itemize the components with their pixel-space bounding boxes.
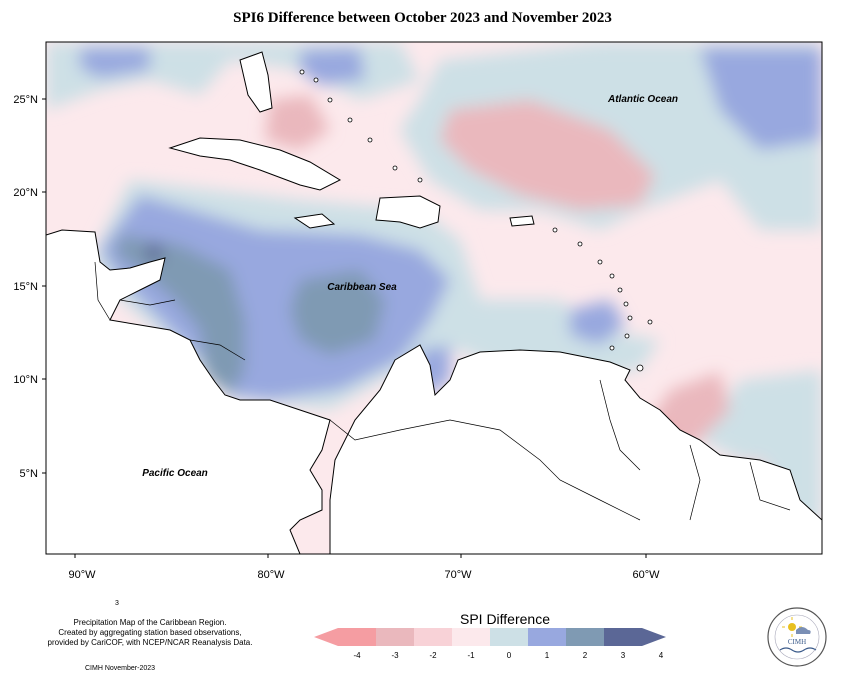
florida	[239, 51, 273, 113]
footer-line: Created by aggregating station based obs…	[58, 628, 242, 637]
footer-mark: 3	[115, 600, 119, 607]
footer-date: CIMH November-2023	[85, 665, 156, 672]
legend-title: SPI Difference	[459, 611, 550, 627]
legend-tick-label: -2	[429, 651, 437, 660]
x-tick-label: 60°W	[632, 569, 660, 581]
logo-text: CIMH	[788, 638, 806, 646]
central-america-land	[46, 229, 331, 554]
footer-line: Precipitation Map of the Caribbean Regio…	[73, 618, 227, 627]
map-plot-area	[46, 42, 822, 554]
legend-swatch	[376, 628, 414, 646]
legend-swatch	[604, 628, 642, 646]
legend-tick-label: 3	[621, 651, 626, 660]
spi-zone	[700, 48, 822, 150]
x-tick-label: 70°W	[444, 569, 472, 581]
sun-rays-icon	[782, 617, 802, 637]
legend-tick-label: -4	[353, 651, 361, 660]
label-pacific-ocean: Pacific Ocean	[142, 468, 208, 479]
jamaica	[293, 213, 336, 229]
y-tick-label: 5°N	[20, 468, 39, 480]
y-tick-label: 20°N	[13, 187, 38, 199]
spi-zone	[145, 243, 163, 261]
x-tick-label: 80°W	[257, 569, 285, 581]
map-title: SPI6 Difference between October 2023 and…	[233, 10, 612, 26]
legend-swatch	[452, 628, 490, 646]
hispaniola	[375, 195, 441, 229]
sun-icon	[788, 623, 796, 631]
logo-ring	[767, 607, 827, 667]
logo-inner-ring	[774, 614, 820, 660]
legend-swatch	[566, 628, 604, 646]
label-caribbean-sea: Caribbean Sea	[327, 282, 397, 293]
y-tick-label: 10°N	[13, 374, 38, 386]
spi-zone	[300, 48, 365, 85]
legend-tick-label: 4	[659, 651, 664, 660]
legend-tick-label: 0	[507, 651, 512, 660]
y-tick-label: 15°N	[13, 281, 38, 293]
label-atlantic-ocean: Atlantic Ocean	[607, 94, 678, 105]
x-tick-label: 90°W	[68, 569, 96, 581]
legend-tick-label: 2	[583, 651, 588, 660]
map-frame	[45, 41, 823, 555]
legend-swatch	[338, 628, 376, 646]
legend-arrow-left	[314, 628, 338, 646]
y-axis-labels: 25°N 20°N 15°N 10°N 5°N	[13, 94, 38, 480]
legend-swatch	[528, 628, 566, 646]
spi-zone	[570, 300, 625, 345]
cloud-icon	[796, 627, 811, 634]
footer-line: provided by CariCOF, with NCEP/NCAR Rean…	[47, 638, 253, 647]
legend-tick-label: -1	[467, 651, 475, 660]
legend-tick-label: 1	[545, 651, 550, 660]
spi-zone	[440, 100, 655, 210]
puerto-rico	[509, 215, 535, 227]
spi-zone	[290, 270, 385, 355]
cimh-logo: CIMH	[767, 607, 827, 667]
spi-zone	[80, 48, 150, 78]
country-borders	[94, 261, 791, 521]
legend-ticks: -4 -3 -2 -1 0 1 2 3 4	[353, 651, 663, 660]
cuba	[168, 137, 342, 191]
coastlines	[46, 51, 822, 554]
color-legend: -4 -3 -2 -1 0 1 2 3 4	[314, 628, 666, 660]
legend-swatch	[490, 628, 528, 646]
axis-ticks	[42, 98, 647, 558]
legend-tick-label: -3	[391, 651, 399, 660]
spi-zone	[100, 195, 450, 400]
legend-bar	[314, 628, 666, 646]
legend-arrow-right	[642, 628, 666, 646]
spi-field	[46, 42, 822, 554]
legend-swatch	[414, 628, 452, 646]
x-axis-labels: 90°W 80°W 70°W 60°W	[68, 569, 660, 581]
footer-credits: Precipitation Map of the Caribbean Regio…	[0, 618, 300, 648]
wave-icon	[779, 647, 817, 653]
spi-zone	[265, 95, 330, 150]
spi-map: 90°W 80°W 70°W 60°W 25°N 20°N 15°N 10°N …	[13, 41, 823, 581]
y-tick-label: 25°N	[13, 94, 38, 106]
small-islands	[299, 69, 653, 372]
south-america-land	[329, 344, 822, 554]
